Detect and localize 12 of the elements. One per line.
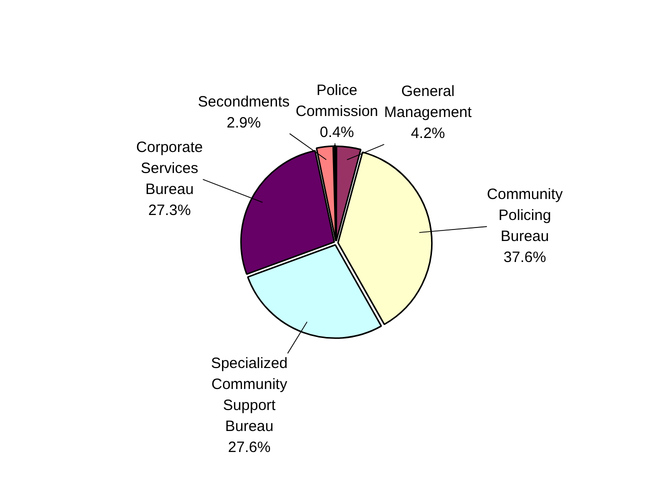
slice-label: Community Policing Bureau	[486, 186, 564, 246]
data-label: 0.4%	[320, 124, 354, 141]
slice-label: Secondments	[198, 93, 290, 110]
data-label: 37.6%	[504, 249, 546, 266]
slice-label: General Management	[384, 83, 473, 122]
slice-label: Specialized Community Support Bureau	[210, 355, 288, 436]
slice-label: Police Commission	[296, 82, 378, 120]
data-label: 4.2%	[410, 125, 446, 142]
data-label: 2.9%	[226, 114, 261, 132]
data-label: 27.6%	[228, 439, 271, 456]
slice-label: Corporate Services Bureau	[136, 139, 203, 198]
data-label: 27.3%	[148, 202, 191, 220]
